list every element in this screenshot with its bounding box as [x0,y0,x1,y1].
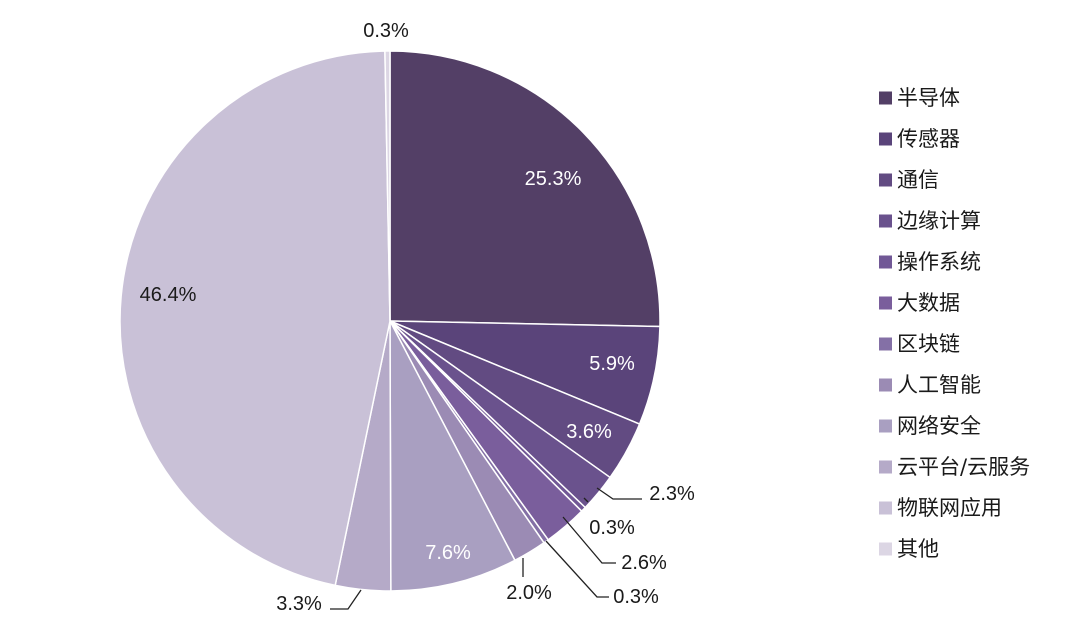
legend-label: 操作系统 [897,250,981,274]
data-label: 25.3% [525,168,582,190]
legend-label: 其他 [897,537,939,561]
data-label: 3.6% [566,421,612,443]
leader-line [562,516,616,564]
legend-swatch [879,378,892,392]
legend-swatch [879,542,892,556]
pie-slice [389,320,516,592]
pie-slice [384,50,391,322]
data-label: 2.3% [649,483,695,505]
legend-swatch [879,296,892,310]
legend-swatch [879,91,892,105]
legend-label: 区块链 [897,332,960,356]
legend-label: 半导体 [897,86,960,110]
data-label: 0.3% [363,20,409,42]
leader-line [545,540,609,598]
legend-swatch [879,255,892,269]
data-label: 0.3% [589,517,635,539]
legend-label: 大数据 [897,291,960,315]
data-label: 46.4% [140,284,197,306]
leader-line [596,487,642,500]
legend-label: 人工智能 [897,373,981,397]
leader-lines [330,487,642,610]
leader-line [330,589,362,610]
data-label: 7.6% [425,542,471,564]
legend: 半导体传感器通信边缘计算操作系统大数据区块链人工智能网络安全云平台/云服务物联网… [879,86,1030,561]
legend-swatch [879,173,892,187]
pie-slice [119,50,391,587]
legend-swatch [879,337,892,351]
legend-swatch [879,460,892,474]
data-label: 3.3% [276,593,322,615]
legend-label: 边缘计算 [897,209,981,233]
legend-swatch [879,501,892,515]
legend-swatch [879,419,892,433]
legend-label: 物联网应用 [897,496,1002,520]
legend-label: 传感器 [897,127,960,151]
data-label: 5.9% [589,353,635,375]
data-label: 2.6% [621,552,667,574]
pie-slices [119,50,661,592]
legend-swatch [879,132,892,146]
legend-label: 云平台/云服务 [897,455,1030,479]
legend-label: 网络安全 [897,414,981,438]
data-label: 0.3% [613,586,659,608]
legend-swatch [879,214,892,228]
pie-slice [389,50,661,328]
data-labels: 25.3% 5.9% 3.6% 2.3% 0.3% 2.6% 0.3% 2.0% 7.6% 3.3… [140,20,695,615]
data-label: 2.0% [506,582,552,604]
leader-line [583,497,589,503]
legend-label: 通信 [897,168,939,192]
